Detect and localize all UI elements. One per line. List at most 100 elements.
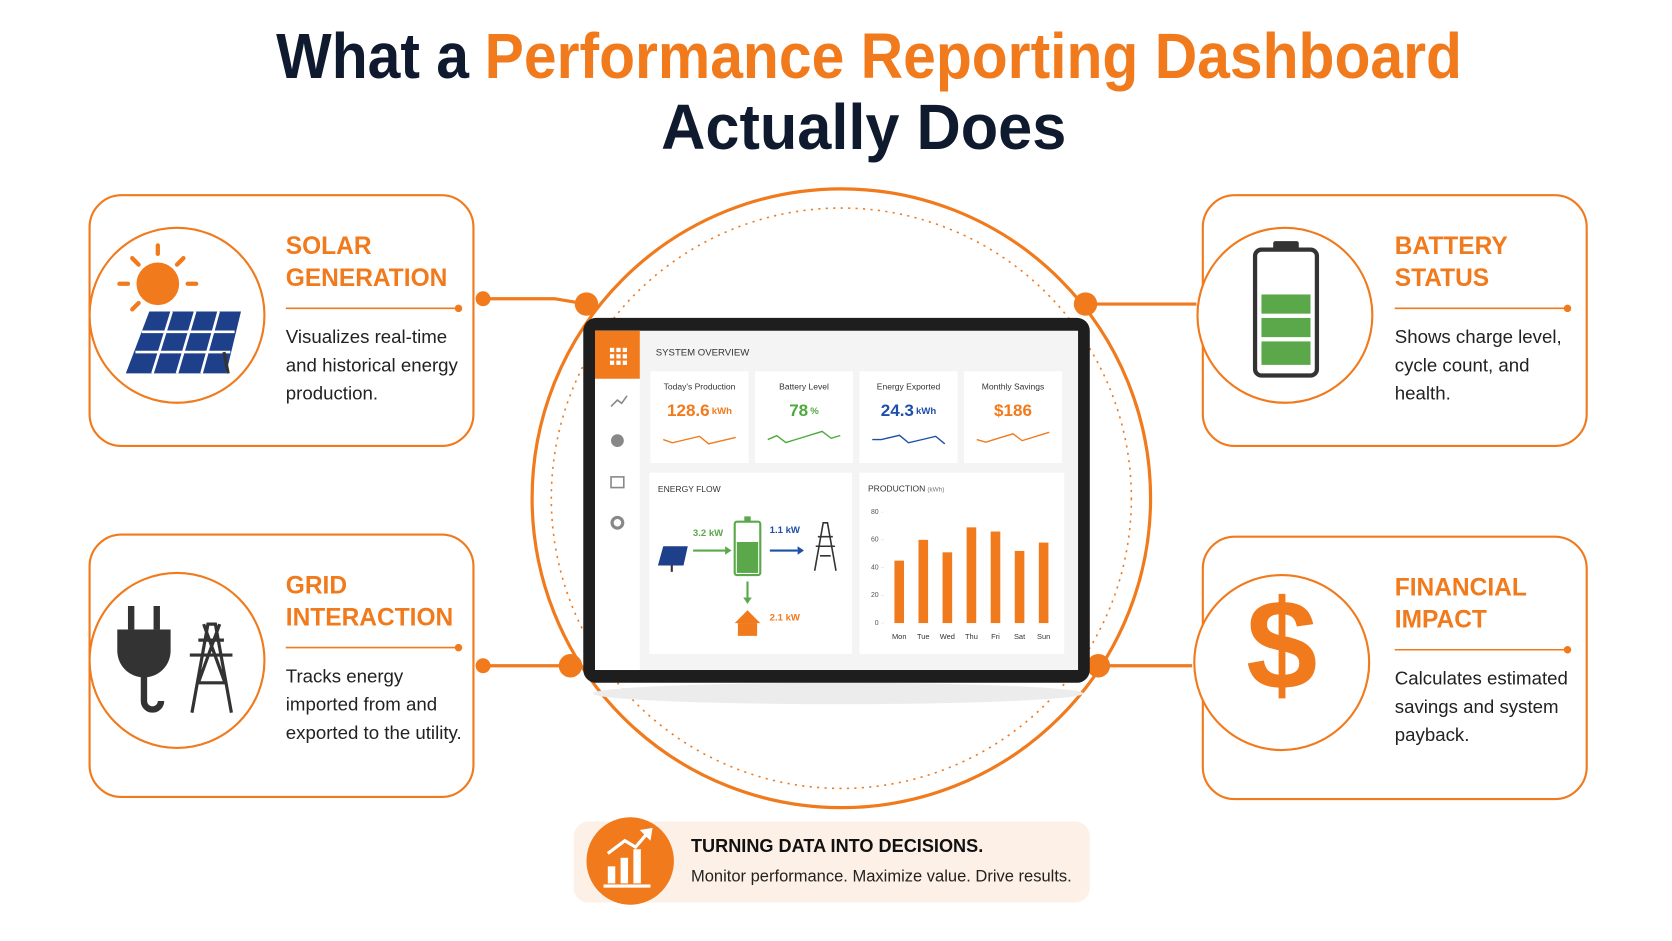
dollar-icon: $ — [1246, 574, 1317, 717]
x-tick-label: Sat — [1014, 632, 1026, 641]
card-title: SOLAR — [286, 233, 372, 260]
kpi-unit: kWh — [916, 405, 936, 416]
y-tick-label: 20 — [871, 592, 879, 599]
dotted-ring — [550, 207, 1133, 790]
kpi-card — [754, 371, 854, 464]
outer-ring — [530, 187, 1153, 810]
card-separator-dot — [454, 643, 463, 652]
card-description: and historical energy — [286, 354, 459, 375]
energy-flow-diagram — [657, 516, 837, 636]
card-description: Shows charge level, — [1395, 326, 1562, 347]
export-flow-label: 1.1 kW — [770, 525, 801, 536]
energy-flow-title: ENERGY FLOW — [658, 484, 722, 494]
banner — [573, 821, 1090, 903]
sidebar-icons — [610, 395, 628, 530]
y-tick-label: 80 — [871, 509, 879, 516]
production-title: PRODUCTION (kWh) — [868, 484, 944, 494]
banner-icon — [603, 827, 653, 888]
dot — [574, 292, 599, 316]
card-description: imported from and — [286, 694, 437, 715]
dot — [1073, 292, 1098, 316]
solar-flow-label: 3.2 kW — [693, 528, 724, 539]
production-unit: (kWh) — [927, 486, 944, 493]
card-description: Visualizes real-time — [286, 326, 447, 347]
y-tick-label: 60 — [871, 537, 879, 544]
card-separator-dot — [454, 304, 463, 313]
y-tick-label: 0 — [875, 620, 879, 627]
card-title: INTERACTION — [286, 604, 453, 631]
kpi-label: Energy Exported — [877, 382, 941, 392]
kpi-value: 24.3 kWh — [881, 400, 937, 419]
title-line-2: Actually Does — [661, 91, 1066, 163]
kpi-unit: kWh — [712, 405, 732, 416]
grid-icon — [117, 605, 233, 713]
svg-text:$: $ — [1246, 574, 1317, 717]
card-description: production. — [286, 383, 378, 404]
banner-title: TURNING DATA INTO DECISIONS. — [691, 836, 983, 856]
bar — [942, 552, 953, 624]
production-panel — [859, 472, 1065, 655]
production-title-text: PRODUCTION — [868, 484, 925, 494]
card-description: payback. — [1395, 724, 1470, 745]
monitor-stand — [592, 682, 1084, 705]
dot — [475, 658, 491, 674]
card-icon-circle — [1193, 573, 1371, 752]
kpi-card — [650, 371, 749, 464]
kpi-unit: % — [810, 405, 819, 416]
kpi-sparkline — [872, 434, 946, 445]
card-description: Calculates estimated — [1395, 668, 1568, 689]
kpi-value: $186 — [994, 400, 1032, 419]
x-tick-label: Wed — [940, 632, 955, 641]
x-tick-label: Mon — [892, 632, 906, 641]
card-description: health. — [1395, 383, 1451, 404]
card-title: STATUS — [1395, 265, 1489, 292]
connector-dots — [475, 291, 1111, 678]
bar — [990, 531, 1001, 624]
kpi-sparkline — [663, 435, 736, 445]
card-title: IMPACT — [1395, 606, 1487, 633]
banner-subtitle: Monitor performance. Maximize value. Dri… — [691, 866, 1072, 885]
home-flow-label: 2.1 kW — [770, 612, 801, 623]
kpi-label: Battery Level — [779, 382, 829, 392]
card-separator-dot — [1563, 646, 1572, 654]
x-tick-label: Fri — [991, 632, 1000, 641]
card-description: exported to the utility. — [286, 722, 462, 743]
card-title: GRID — [286, 572, 347, 599]
kpi-sparkline — [976, 431, 1050, 443]
card-description: Tracks energy — [286, 665, 404, 686]
title-line-1: What aPerformance Reporting Dashboard — [276, 20, 1462, 92]
kpi-value: 128.6 kWh — [667, 400, 732, 419]
battery-icon — [1252, 241, 1320, 378]
bar — [966, 527, 977, 624]
bar — [918, 539, 929, 624]
card-description: savings and system — [1395, 696, 1559, 717]
y-tick-label: 40 — [871, 564, 879, 571]
bar — [1038, 542, 1049, 624]
kpi-card — [859, 371, 958, 464]
solar-icon — [117, 243, 241, 374]
sidebar — [595, 330, 640, 671]
card-icon-circle — [88, 571, 266, 749]
menu-icon — [609, 347, 627, 365]
kpi-value-number: 24.3 — [881, 400, 914, 419]
kpi-card — [963, 371, 1063, 464]
card-title: FINANCIAL — [1395, 574, 1527, 601]
bar — [894, 560, 905, 624]
kpi-label: Monthly Savings — [982, 382, 1044, 392]
x-tick-label: Tue — [917, 632, 930, 641]
title-part: What a — [276, 20, 469, 92]
kpi-label: Today's Production — [664, 382, 736, 392]
kpis: Today's Production 128.6 kWh Battery Level 7… — [650, 371, 1063, 464]
card-separator-dot — [1563, 304, 1572, 313]
dot — [475, 291, 491, 307]
title-highlight: Performance Reporting Dashboard — [485, 20, 1462, 92]
dot — [1086, 654, 1111, 678]
dot — [558, 654, 583, 678]
bar — [1014, 550, 1025, 624]
kpi-value-number: 78 — [789, 400, 808, 419]
card-description: cycle count, and — [1395, 354, 1530, 375]
x-tick-label: Sun — [1037, 632, 1050, 641]
